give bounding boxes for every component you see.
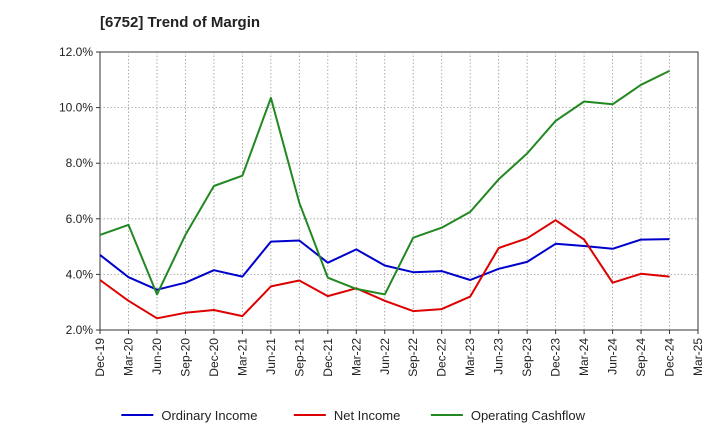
y-tick-label: 12.0% (59, 45, 93, 59)
x-tick-label: Dec-23 (549, 338, 563, 377)
x-tick-label: Mar-22 (349, 338, 363, 376)
x-tick-label: Sep-24 (634, 338, 648, 377)
x-tick-label: Dec-22 (435, 338, 449, 377)
y-tick-label: 8.0% (66, 156, 94, 170)
x-tick-label: Jun-20 (150, 338, 164, 375)
axis-layer: 2.0% 4.0% 6.0% 8.0% 10.0% 12.0% Dec-19 Mar-20 Ju… (59, 45, 705, 377)
x-tick-label: Mar-21 (235, 338, 249, 376)
x-tick-label: Sep-20 (178, 338, 192, 377)
series-line-operating-cashflow (99, 70, 670, 296)
y-tick-label: 10.0% (59, 101, 93, 115)
grid-layer (99, 51, 699, 331)
chart-title: [6752] Trend of Margin (100, 14, 261, 31)
x-tick-label: Sep-23 (520, 338, 534, 377)
legend: Ordinary Income Net Income Operating Cashf… (121, 408, 586, 423)
y-tick-label: 6.0% (66, 212, 94, 226)
y-tick-label: 2.0% (66, 323, 94, 337)
x-tick-label: Mar-25 (691, 338, 705, 376)
x-tick-label: Mar-20 (121, 338, 135, 376)
plot-area (99, 51, 699, 331)
x-tick-label: Jun-24 (606, 338, 620, 375)
x-tick-label: Jun-21 (264, 338, 278, 375)
x-tick-label: Jun-22 (378, 338, 392, 375)
x-tick-label: Dec-20 (207, 338, 221, 377)
legend-label-ordinary-income: Ordinary Income (161, 408, 257, 423)
y-tick-label: 4.0% (66, 267, 94, 281)
legend-label-net-income: Net Income (334, 408, 400, 423)
x-tick-label: Mar-23 (463, 338, 477, 376)
legend-label-operating-cashflow: Operating Cashflow (471, 408, 586, 423)
x-tick-label: Sep-21 (292, 338, 306, 377)
x-tick-label: Dec-24 (663, 338, 677, 377)
series-line-net-income (99, 219, 670, 320)
series-line-ordinary-income (99, 238, 670, 291)
x-tick-label: Mar-24 (577, 338, 591, 376)
x-tick-label: Jun-23 (492, 338, 506, 375)
series-layer (99, 70, 670, 320)
x-tick-label: Sep-22 (406, 338, 420, 377)
x-tick-label: Dec-21 (321, 338, 335, 377)
x-tick-label: Dec-19 (93, 338, 107, 377)
